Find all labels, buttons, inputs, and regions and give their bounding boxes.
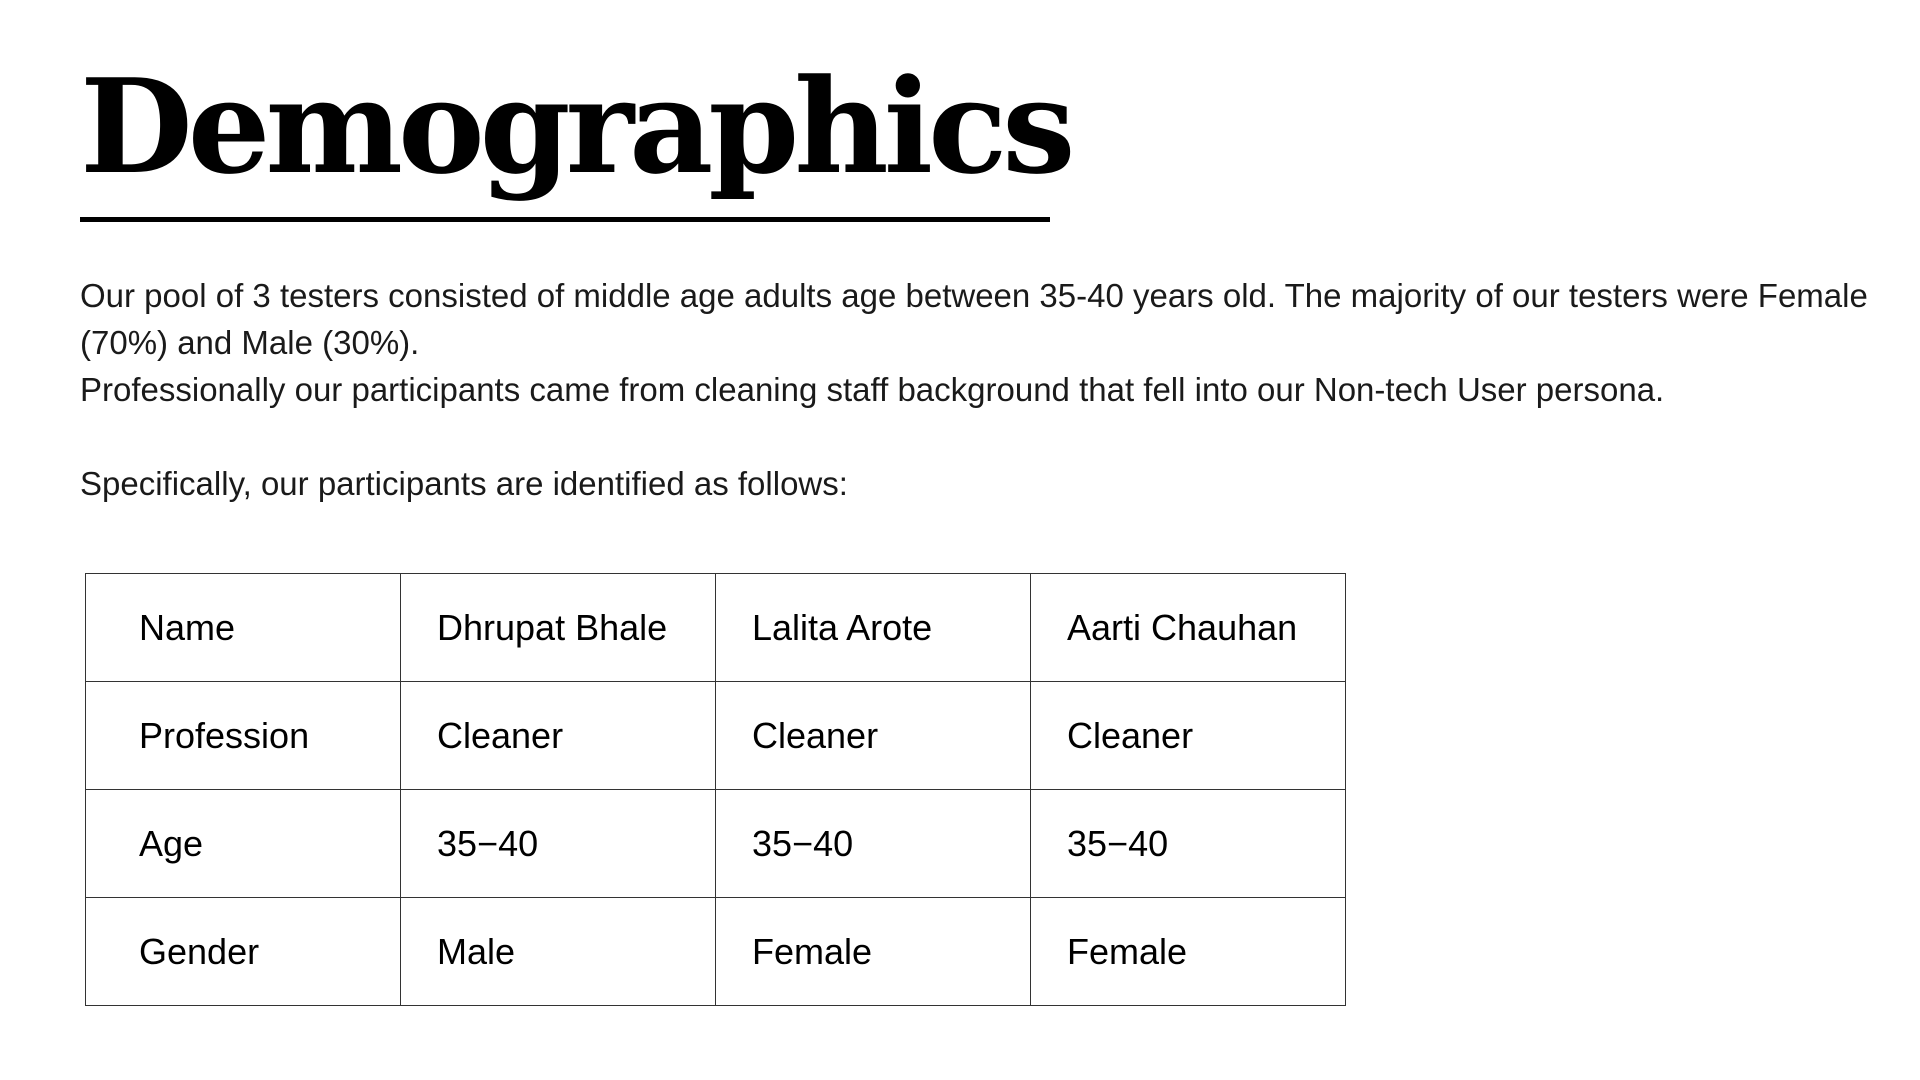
intro-paragraph-testers: Our pool of 3 testers consisted of middl… [80,277,1868,361]
table-cell: 35−40 [715,789,1031,898]
row-header-age: Age [85,789,401,898]
intro-paragraph-profession: Professionally our participants came fro… [80,371,1665,408]
title-underline [80,217,1050,222]
table-cell: Female [715,897,1031,1006]
paragraph-spacer [80,413,1870,460]
table-cell: Cleaner [400,681,716,790]
table-cell: Female [1030,897,1346,1006]
intro-text: Our pool of 3 testers consisted of middl… [80,272,1870,507]
table-cell: Cleaner [1030,681,1346,790]
intro-paragraph-specifics: Specifically, our participants are ident… [80,465,848,502]
table-cell: Aarti Chauhan [1030,573,1346,682]
page-title: Demographics [80,50,1075,203]
table-row-name: Name Dhrupat Bhale Lalita Arote Aarti Ch… [85,573,1346,682]
demographics-table: Name Dhrupat Bhale Lalita Arote Aarti Ch… [85,573,1346,1006]
table-row-gender: Gender Male Female Female [85,897,1346,1006]
table-row-age: Age 35−40 35−40 35−40 [85,789,1346,898]
table-cell: 35−40 [400,789,716,898]
row-header-gender: Gender [85,897,401,1006]
table-cell: Cleaner [715,681,1031,790]
table-cell: Male [400,897,716,1006]
table-cell: Lalita Arote [715,573,1031,682]
table-cell: 35−40 [1030,789,1346,898]
table-row-profession: Profession Cleaner Cleaner Cleaner [85,681,1346,790]
table-cell: Dhrupat Bhale [400,573,716,682]
row-header-name: Name [85,573,401,682]
row-header-profession: Profession [85,681,401,790]
